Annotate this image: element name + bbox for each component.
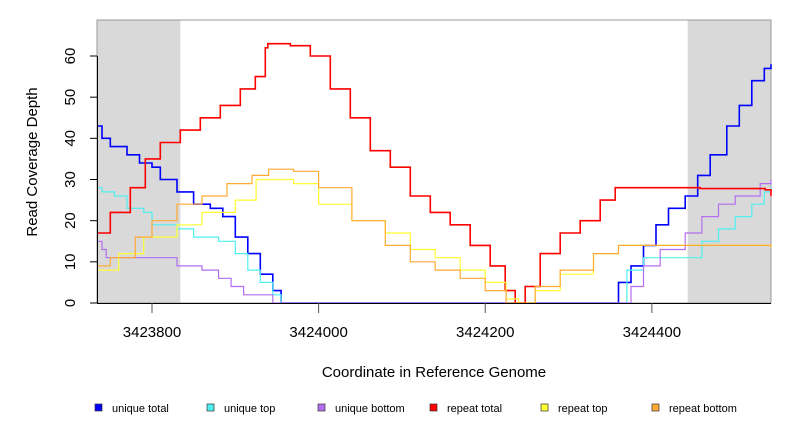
x-tick-label: 3424200 [456, 324, 514, 341]
y-tick-label: 50 [62, 89, 79, 106]
legend: unique total unique top unique bottom repea… [94, 403, 737, 415]
shaded-region-1 [687, 20, 771, 303]
legend-swatch [429, 403, 438, 412]
shaded-region-0 [97, 20, 181, 303]
series-line-repeat-total [97, 42, 772, 304]
legend-label: repeat total [447, 403, 502, 415]
y-tick-label: 40 [62, 130, 79, 147]
y-tick-label: 10 [62, 253, 79, 270]
series-line-unique-total [97, 64, 772, 304]
y-axis-label: Read Coverage Depth [24, 87, 41, 236]
x-axis-label: Coordinate in Reference Genome [322, 364, 546, 381]
series-line-repeat-bottom [97, 168, 772, 304]
legend-swatch [206, 403, 215, 412]
y-tick-label: 30 [62, 171, 79, 188]
series-line-unique-top [97, 187, 772, 304]
y-tick-label: 60 [62, 48, 79, 65]
x-tick-label: 3424400 [623, 324, 681, 341]
y-tick-label: 0 [62, 299, 79, 307]
legend-swatch [317, 403, 326, 412]
plot-frame [96, 19, 772, 304]
x-tick-label: 3424000 [289, 324, 347, 341]
x-tick-label: 3423800 [123, 324, 181, 341]
legend-label: unique total [112, 403, 169, 415]
legend-label: unique top [224, 403, 275, 415]
legend-swatch [651, 403, 660, 412]
y-tick-label: 20 [62, 212, 79, 229]
series-line-repeat-top [97, 178, 772, 304]
legend-swatch [540, 403, 549, 412]
legend-label: unique bottom [335, 403, 405, 415]
legend-swatch [94, 403, 103, 412]
legend-label: repeat bottom [669, 403, 737, 415]
legend-label: repeat top [558, 403, 608, 415]
series-line-unique-bottom [97, 179, 772, 304]
